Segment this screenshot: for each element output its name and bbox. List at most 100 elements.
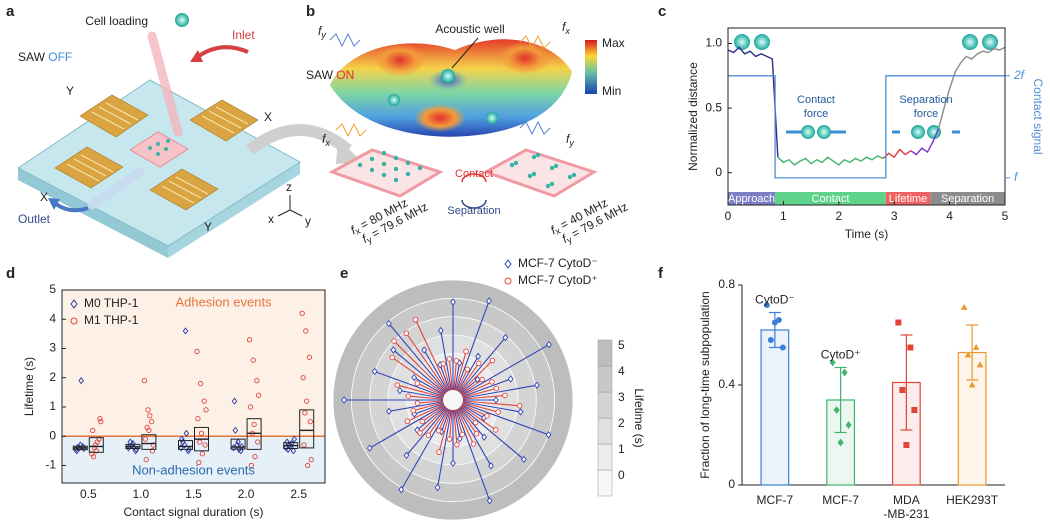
cell-icon [486,112,498,124]
trace-line [937,46,1006,129]
lifetime-line [460,379,483,395]
point [546,340,552,349]
lifetime-line [454,409,461,439]
point [459,431,465,438]
panel-letter: f [658,265,664,282]
peak [499,42,551,74]
point [907,344,914,351]
lifetime-line [399,390,444,399]
box [230,438,246,450]
cycle-arrow [461,173,487,183]
axes-icon [277,195,303,217]
point [421,346,428,354]
colorbar-tick-label: 4 [618,364,625,378]
trace-line [727,46,779,158]
lifetime-line [440,330,452,391]
point [246,337,253,343]
point [251,421,257,428]
point [197,380,204,387]
y-tick-label: 0.5 [705,100,722,114]
point [419,418,426,425]
point [435,427,442,434]
lifetime-line [462,402,499,413]
electrode-label: X [264,110,272,124]
y-tick-label: 3 [49,341,56,355]
x-tick-label: MDA -MB-231 [883,493,930,521]
trace-line [777,155,884,166]
point [489,379,495,385]
point [486,496,493,505]
legend-marker [70,299,78,309]
point [250,357,256,363]
lifetime-line [462,384,537,399]
point [306,354,313,360]
lifetime-line [438,408,450,431]
point [771,319,778,326]
lifetime-line [419,406,447,434]
point [198,430,205,436]
y-tick-label: -1 [45,458,56,472]
signal-line [728,75,1005,179]
lifetime-line [416,406,446,431]
colorbar-band [597,443,613,471]
point [493,385,500,392]
lifetime-line [459,360,493,394]
point [779,344,786,351]
point [545,431,552,439]
non-adhesion-region [62,436,325,483]
point [479,376,485,383]
point [127,438,133,446]
point [489,357,496,364]
peak [374,44,426,76]
point [143,456,149,463]
x-tick-label: 3 [891,209,898,223]
x-axis-label: Time (s) [845,227,889,241]
annotation: force [914,108,938,120]
panel-letter: e [340,265,348,282]
x-axis-label: Contact signal duration (s) [123,505,263,519]
colorbar [585,40,597,94]
point [417,430,423,436]
box [178,440,193,450]
point [366,444,373,452]
annotation: CytoD⁻ [755,293,795,307]
point [502,333,509,342]
axis-letter: x [268,212,274,226]
chip-diagram: Cell loading Inlet SAW OFF Y X X Y Outle… [17,13,362,258]
lifetime-line [460,379,478,394]
point [301,442,307,448]
lifetime-line [414,319,450,392]
lifetime-line [391,357,446,395]
point [203,407,209,413]
point [391,338,397,344]
legend-marker [70,317,78,325]
point [97,416,103,422]
lifetime-line [453,409,458,445]
point [290,447,297,455]
lifetime-line [369,404,445,449]
point [291,435,298,443]
point [899,387,906,393]
lifetime-line [453,360,457,391]
point [404,418,411,425]
lifetime-line [400,408,449,490]
point [425,432,432,438]
cycle-arrow [461,199,487,209]
cell-icon [388,94,400,106]
lifetime-line [462,400,520,407]
point [396,386,403,395]
point [833,406,840,414]
label: Outlet [18,212,51,226]
lifetime-line [462,402,549,436]
x-tick-label: 0 [725,209,732,223]
glass-edge [168,162,300,258]
y-tick-label: 0.4 [718,377,735,391]
box [299,409,315,449]
point [976,361,984,368]
lifetime-line [454,362,461,391]
lifetime-line [440,409,451,432]
panel-letter: c [658,3,666,20]
y-axis-label: Normalized distance [686,62,700,171]
lifetime-line [437,409,452,488]
legend-marker [504,259,512,269]
